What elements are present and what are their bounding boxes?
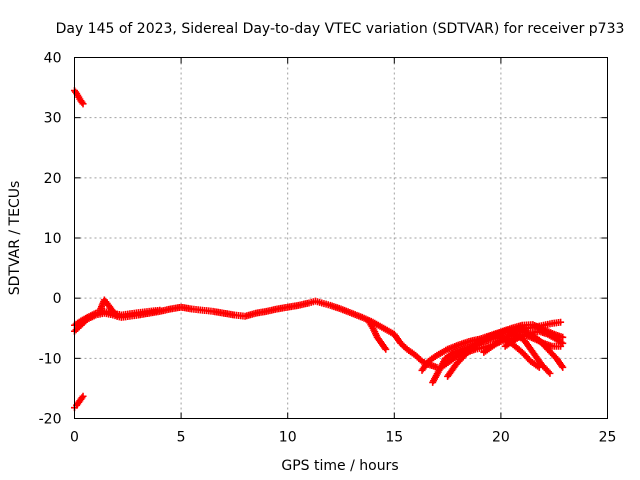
data-point	[557, 318, 565, 326]
data-point	[545, 368, 553, 376]
data-point	[535, 363, 543, 371]
axis-ticks: 0 5 10 15 20 25 -20 -10 0 10 20 30 40	[39, 51, 617, 446]
grid-lines	[74, 57, 608, 419]
data-point	[381, 344, 389, 352]
x-tick-label: 15	[385, 430, 403, 446]
x-tick-label: 20	[492, 430, 510, 446]
data-point	[79, 392, 87, 400]
data-points	[71, 87, 567, 412]
data-point	[559, 339, 567, 347]
x-tick-label: 5	[177, 430, 186, 446]
x-tick-label: 0	[70, 430, 79, 446]
y-tick-label: -20	[39, 412, 62, 428]
data-point	[546, 369, 554, 377]
y-tick-label: 30	[44, 111, 62, 127]
y-tick-label: 10	[44, 231, 62, 247]
y-tick-label: 0	[53, 291, 62, 307]
y-tick-label: 40	[44, 51, 62, 67]
x-tick-label: 25	[599, 430, 617, 446]
data-point	[559, 363, 567, 371]
y-tick-label: -10	[39, 351, 62, 367]
x-axis-label: GPS time / hours	[281, 458, 398, 474]
data-point	[78, 98, 86, 106]
y-tick-label: 20	[44, 171, 62, 187]
data-point	[382, 345, 390, 353]
data-point	[113, 312, 121, 320]
data-point	[79, 100, 87, 108]
data-point	[558, 362, 566, 370]
chart-title: Day 145 of 2023, Sidereal Day-to-day VTE…	[56, 21, 625, 37]
x-tick-label: 10	[279, 430, 297, 446]
data-point	[78, 394, 86, 402]
data-point	[559, 333, 567, 341]
y-axis-label: SDTVAR / TECUs	[7, 181, 23, 296]
data-point	[156, 306, 164, 314]
